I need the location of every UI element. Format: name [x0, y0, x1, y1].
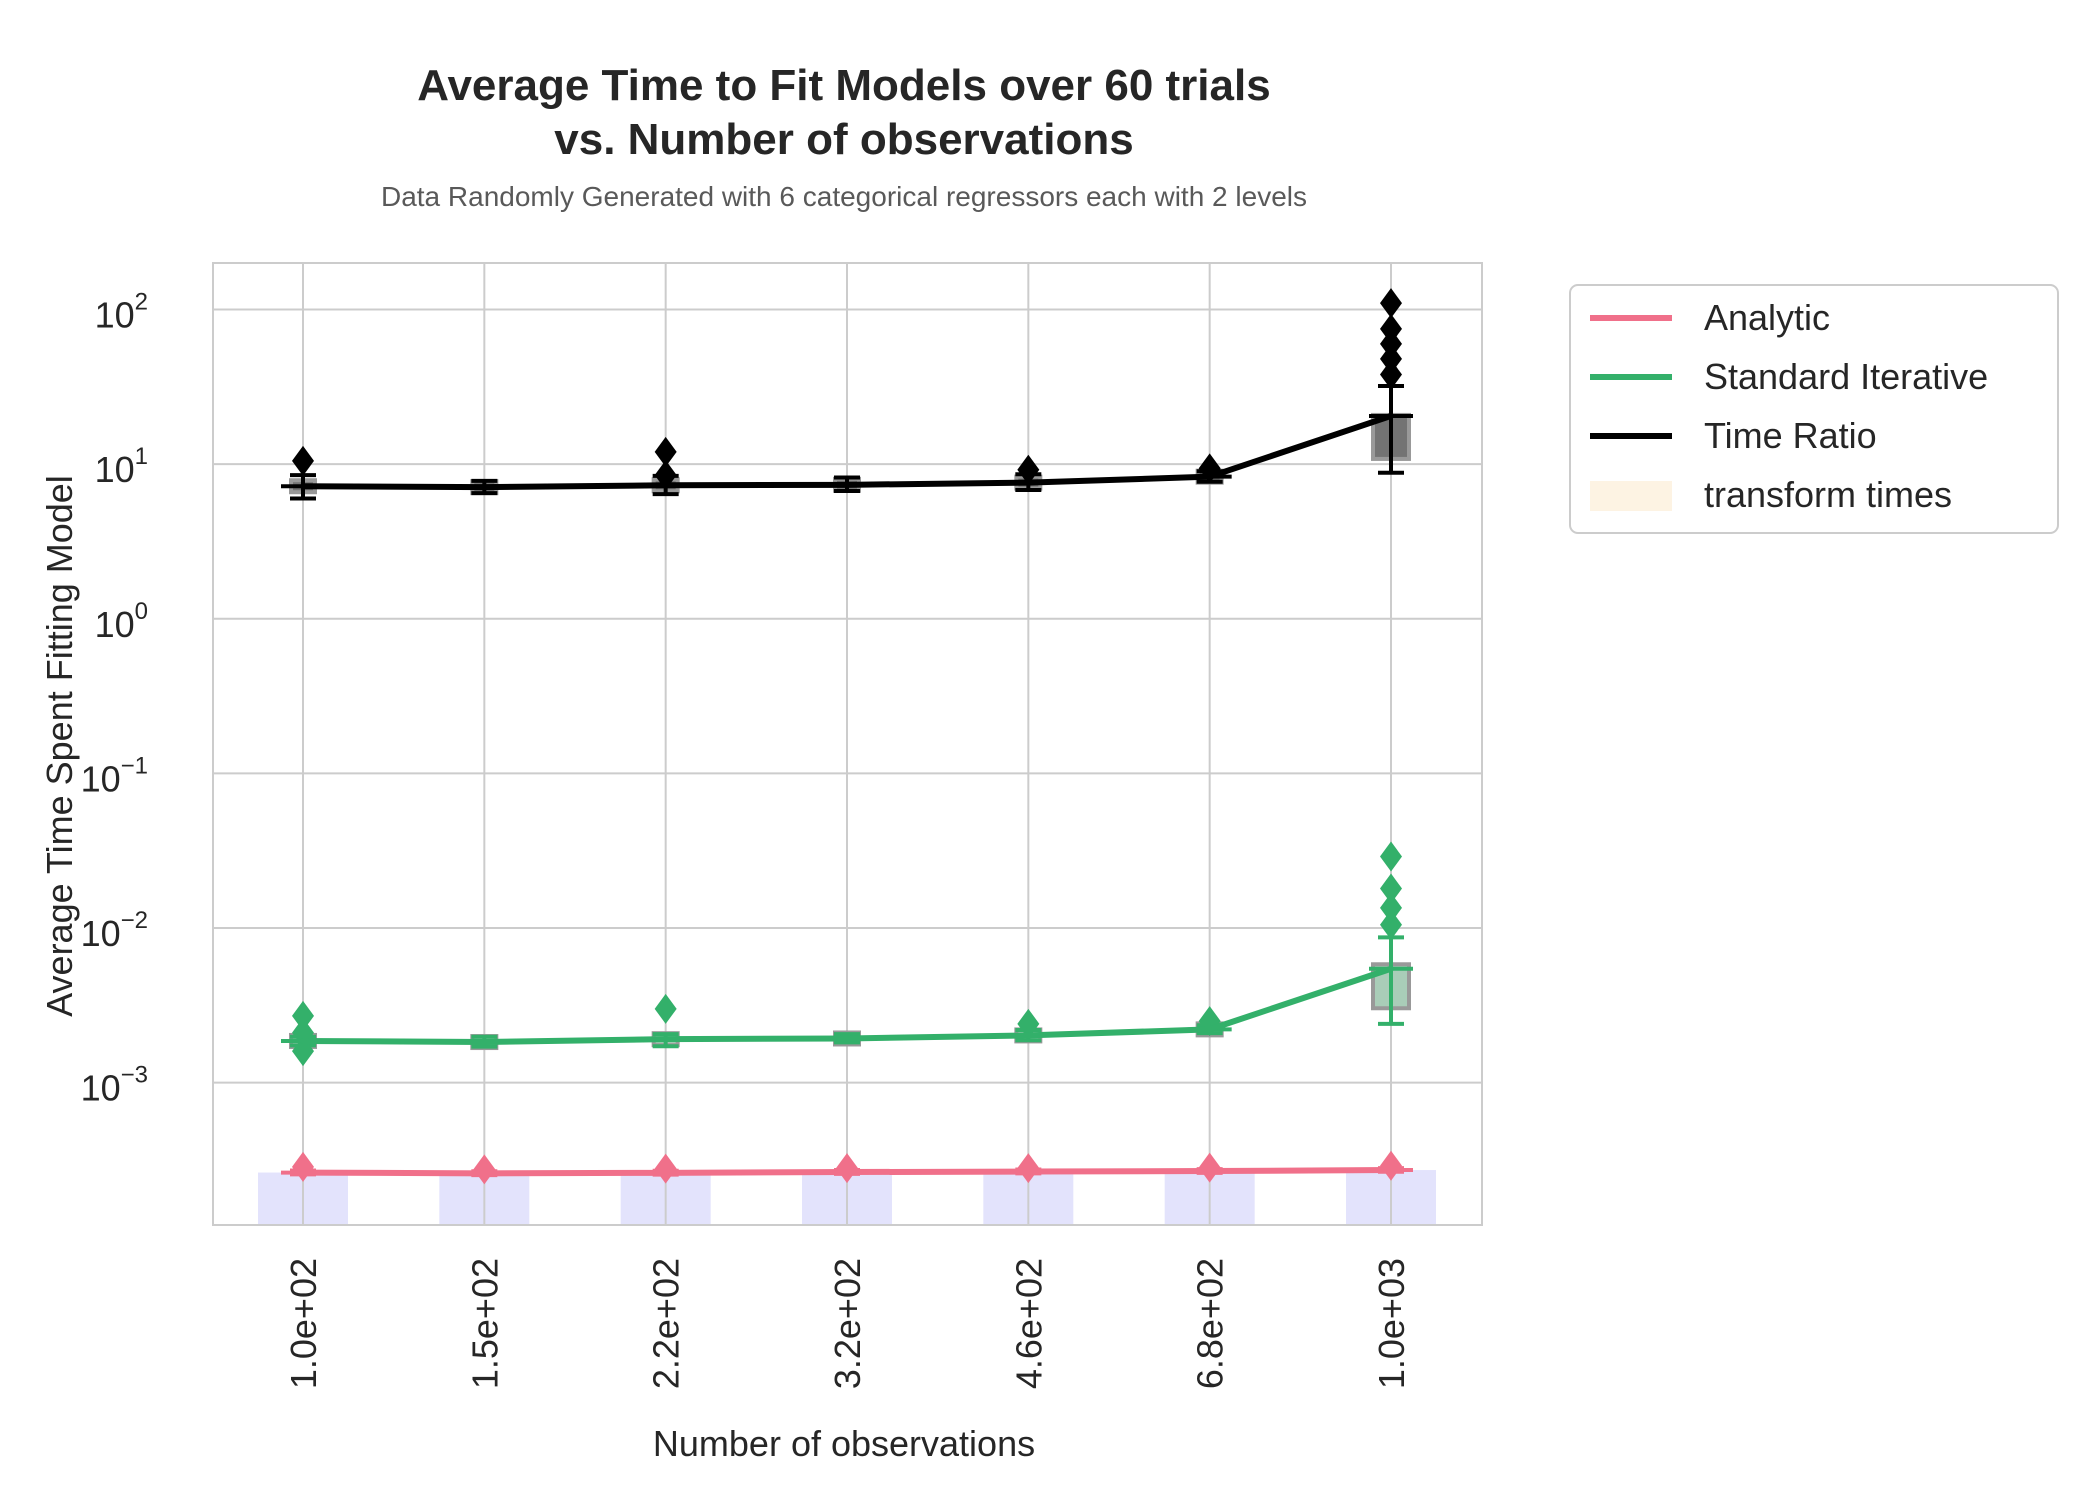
x-tick-label: 4.6e+02 — [1008, 1258, 1049, 1389]
legend-transform-times-label: transform times — [1704, 474, 1952, 515]
x-tick-label: 2.2e+02 — [646, 1258, 687, 1389]
outlier-marker — [1380, 1150, 1402, 1181]
outlier-marker — [654, 993, 677, 1024]
series-line — [300, 965, 1394, 1046]
y-tick-label: 10−1 — [81, 752, 148, 799]
x-tick-label: 1.0e+02 — [283, 1258, 324, 1389]
x-tick-label: 6.8e+02 — [1190, 1258, 1231, 1389]
outlier-marker — [1380, 359, 1402, 390]
plot-area: 10−3 10−2 10−1 100 101 102 1.0e+02 1.5e+02 2.2e+… — [81, 262, 1483, 1389]
series-line — [300, 1167, 1394, 1177]
outlier-marker — [1017, 1008, 1040, 1039]
y-axis-label: Average Time Spent Fitting Model — [39, 475, 80, 1017]
legend: Analytic Standard Iterative Time Ratio t… — [1569, 284, 2059, 534]
chart-title-line2: vs. Number of observations — [554, 115, 1133, 164]
legend-time-ratio-label: Time Ratio — [1704, 415, 1877, 456]
y-tick-label: 101 — [95, 443, 148, 490]
outlier-marker — [1380, 892, 1402, 923]
legend-analytic-label: Analytic — [1704, 297, 1830, 338]
outlier-marker — [654, 436, 677, 467]
x-axis-label: Number of observations — [653, 1423, 1035, 1464]
outlier-marker — [654, 1153, 677, 1184]
outlier-marker — [836, 1153, 858, 1184]
y-tick-label: 100 — [95, 598, 148, 645]
outlier-marker — [1017, 454, 1040, 485]
x-tick-label: 1.5e+02 — [464, 1258, 505, 1389]
outlier-marker — [1380, 873, 1402, 904]
legend-standard-iterative-label: Standard Iterative — [1704, 356, 1988, 397]
chart-title-line1: Average Time to Fit Models over 60 trial… — [417, 61, 1270, 110]
legend-frame — [1569, 284, 2059, 534]
plot-frame — [212, 262, 1483, 1226]
outlier-marker — [1380, 288, 1402, 319]
outlier-marker — [1198, 1152, 1221, 1183]
y-tick-label: 10−3 — [81, 1062, 148, 1109]
outlier-marker — [1017, 1153, 1040, 1184]
series-line — [300, 412, 1394, 491]
x-tick-label: 1.0e+03 — [1371, 1258, 1412, 1389]
y-tick-label: 102 — [95, 289, 148, 336]
outlier-marker — [1380, 841, 1402, 872]
x-tick-label: 3.2e+02 — [827, 1258, 868, 1389]
legend-transform-times-swatch — [1590, 481, 1672, 511]
outlier-marker — [292, 445, 314, 476]
chart-subtitle: Data Randomly Generated with 6 categoric… — [381, 181, 1307, 212]
outlier-marker — [473, 1154, 496, 1185]
y-tick-label: 10−2 — [81, 907, 148, 954]
outlier-marker — [1380, 313, 1402, 344]
outlier-marker — [1380, 909, 1402, 940]
outlier-marker — [292, 1000, 314, 1031]
